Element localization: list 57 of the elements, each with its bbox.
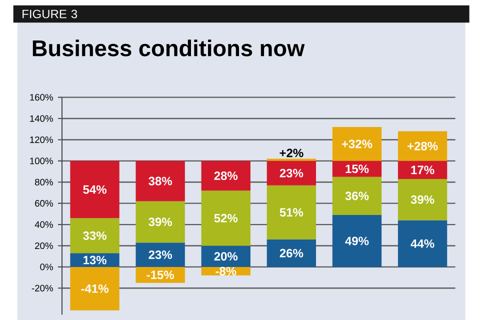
data-label: 44% bbox=[410, 239, 434, 248]
data-label: 49% bbox=[345, 236, 369, 246]
data-label: -8% bbox=[216, 266, 236, 276]
y-tick-label: 40% bbox=[34, 221, 53, 228]
y-tick-label: 20% bbox=[35, 242, 53, 250]
bar bbox=[398, 160, 448, 179]
bar bbox=[70, 218, 120, 254]
bar bbox=[201, 190, 250, 246]
data-label: +32% bbox=[342, 140, 372, 148]
bar bbox=[332, 127, 382, 161]
data-label: +28% bbox=[408, 142, 438, 150]
data-label: 38% bbox=[148, 176, 172, 186]
data-label: 51% bbox=[280, 208, 304, 217]
data-label: -15% bbox=[146, 270, 174, 280]
bar bbox=[266, 185, 316, 240]
y-tick-label: 60% bbox=[35, 200, 53, 207]
bar bbox=[398, 220, 448, 267]
data-label: 20% bbox=[214, 252, 238, 261]
bar bbox=[266, 239, 316, 267]
y-tick-label: 160% bbox=[30, 94, 53, 101]
caption: FIGURE 3 bbox=[22, 10, 78, 18]
y-tick-label: 0% bbox=[40, 264, 53, 270]
bar bbox=[266, 160, 316, 186]
data-label: 13% bbox=[84, 256, 106, 264]
bar bbox=[398, 178, 448, 220]
y-tick-label: 80% bbox=[35, 178, 53, 186]
data-label: 33% bbox=[83, 231, 106, 240]
data-label: 39% bbox=[410, 195, 434, 204]
bar bbox=[70, 253, 120, 267]
bar bbox=[398, 131, 448, 161]
data-label: -41% bbox=[81, 284, 108, 293]
data-label: 36% bbox=[345, 192, 369, 200]
bar bbox=[70, 160, 120, 218]
y-tick-label: 140% bbox=[30, 115, 53, 122]
chart-title: Business conditions now bbox=[32, 40, 305, 56]
bar bbox=[136, 242, 185, 267]
bar bbox=[136, 266, 185, 283]
bar bbox=[201, 160, 250, 191]
bar bbox=[136, 160, 185, 202]
data-label: 17% bbox=[411, 166, 434, 174]
bar bbox=[332, 176, 382, 215]
y-tick-label: -20% bbox=[32, 284, 53, 292]
y-tick-label: 120% bbox=[30, 136, 53, 144]
data-label: 15% bbox=[346, 164, 369, 174]
bar bbox=[201, 246, 250, 267]
data-label: 23% bbox=[280, 168, 304, 178]
bar bbox=[332, 215, 382, 267]
data-label: +2% bbox=[280, 148, 304, 158]
data-label: 28% bbox=[214, 172, 238, 180]
data-label: 23% bbox=[148, 250, 172, 259]
data-label: 39% bbox=[148, 218, 172, 226]
bar bbox=[70, 266, 120, 310]
data-label: 54% bbox=[83, 185, 106, 194]
bar bbox=[136, 201, 185, 243]
data-label: 52% bbox=[214, 214, 238, 222]
y-tick-label: 100% bbox=[30, 158, 53, 164]
data-label: 26% bbox=[280, 248, 304, 258]
